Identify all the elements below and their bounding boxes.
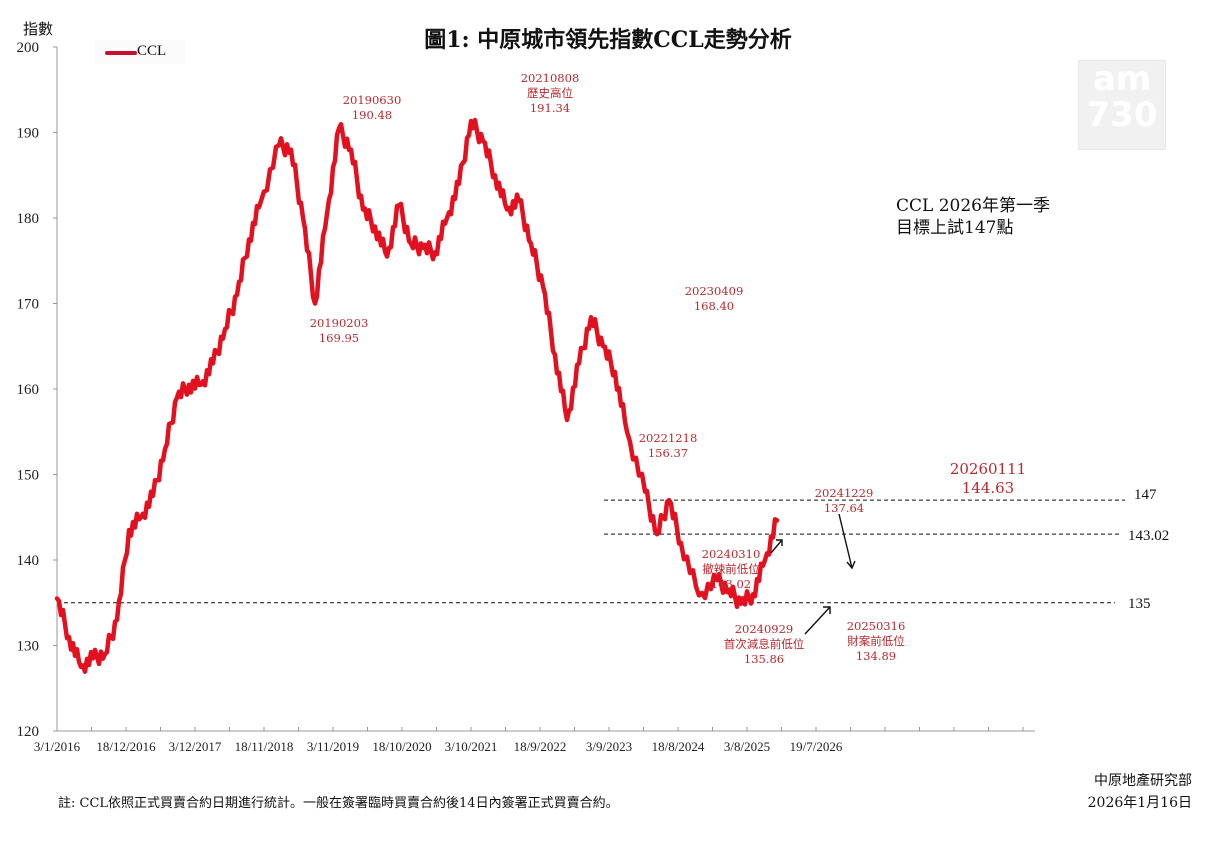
y-axis-title: 指數 [23, 20, 54, 38]
annotation-value: 168.40 [693, 299, 735, 313]
annotation-20230409: 20230409 168.40 [685, 284, 744, 314]
annotation-date: 20210808 [520, 71, 580, 85]
annotation-value: 134.89 [855, 649, 897, 663]
source-date: 2026年1月16日 [1087, 795, 1192, 811]
annotation-20221218: 20221218 156.37 [639, 431, 698, 461]
x-axis: 3/1/2016 18/12/2016 3/12/2017 18/11/2018 3/1… [34, 727, 1035, 754]
legend-swatch-ccl [105, 51, 137, 55]
logo-text-730: 730 [1086, 95, 1158, 135]
annotation-20250316: 20250316 財案前低位 134.89 [847, 619, 906, 664]
annotation-note: 歷史高位 [526, 86, 573, 100]
annotation-20240929: 20240929 首次減息前低位 135.86 [724, 622, 805, 667]
target-note: CCL 2026年第一季 目標上試147點 [896, 195, 1050, 239]
arrowhead-icon [823, 606, 831, 614]
svg-text:3/9/2023: 3/9/2023 [586, 739, 632, 754]
svg-text:200: 200 [17, 40, 40, 56]
svg-text:140: 140 [17, 553, 40, 569]
annotation-value: 191.34 [529, 101, 571, 115]
svg-text:3/12/2017: 3/12/2017 [169, 739, 222, 754]
annotation-20190630: 20190630 190.48 [343, 93, 402, 123]
svg-text:130: 130 [17, 639, 40, 655]
annotation-date: 20240310 [701, 547, 761, 561]
arrow-20240929 [804, 606, 831, 635]
annotation-date: 20240929 [734, 622, 794, 636]
annotation-value: 156.37 [647, 446, 689, 460]
annotation-value: 144.63 [961, 479, 1015, 497]
target-note-line2: 目標上試147點 [896, 218, 1014, 238]
svg-text:18/11/2018: 18/11/2018 [235, 739, 294, 754]
arrow-20241229 [838, 513, 853, 569]
annotation-date: 20250316 [846, 619, 906, 633]
svg-text:170: 170 [17, 297, 40, 313]
legend: CCL [95, 40, 185, 64]
svg-text:120: 120 [17, 724, 40, 740]
y-axis: 120 130 140 150 160 170 180 190 200 [17, 40, 58, 740]
svg-text:3/1/2016: 3/1/2016 [34, 739, 81, 754]
target-note-line1: CCL 2026年第一季 [896, 196, 1050, 216]
annotation-arrows [770, 513, 856, 635]
svg-text:190: 190 [17, 126, 40, 142]
arrowhead-icon [776, 539, 783, 546]
annotation-value: 190.48 [351, 108, 393, 122]
annotation-date: 20190203 [309, 316, 369, 330]
footnote: 註: CCL依照正式買賣合約日期進行統計。一般在簽署臨時買賣合約後14日內簽署正… [58, 796, 619, 811]
reference-lines [57, 499, 1125, 604]
arrowhead-icon [846, 560, 856, 570]
annotation-value: 169.95 [318, 331, 360, 345]
annotation-value: 135.86 [743, 652, 785, 666]
arrow-20240310 [770, 539, 783, 554]
annotation-20260111: 20260111 144.63 [950, 460, 1026, 498]
annotation-note: 首次減息前低位 [723, 637, 805, 651]
svg-text:18/10/2020: 18/10/2020 [372, 739, 431, 754]
annotation-date: 20230409 [684, 284, 744, 298]
svg-text:3/11/2019: 3/11/2019 [307, 739, 359, 754]
annotation-note: 財案前低位 [847, 634, 905, 648]
annotation-note: 撤辣前低位 [702, 562, 760, 576]
annotation-20190203: 20190203 169.95 [310, 316, 369, 346]
annotation-date: 20190630 [342, 93, 402, 107]
svg-text:3/8/2025: 3/8/2025 [724, 739, 770, 754]
am730-logo: am 730 [1078, 60, 1166, 150]
ref-label-135: 135 [1128, 596, 1151, 612]
svg-text:3/10/2021: 3/10/2021 [445, 739, 498, 754]
ccl-series-line [54, 117, 780, 674]
svg-text:18/12/2016: 18/12/2016 [96, 739, 156, 754]
annotation-value: 137.64 [823, 501, 865, 515]
svg-text:180: 180 [17, 211, 40, 227]
annotation-20240310: 20240310 撤辣前低位 143.02 [702, 547, 761, 592]
source-credit: 中原地產研究部 2026年1月16日 [1088, 770, 1192, 814]
legend-label-ccl: CCL [137, 43, 167, 59]
svg-text:18/8/2024: 18/8/2024 [652, 739, 705, 754]
svg-text:150: 150 [17, 468, 40, 484]
annotation-20210808: 20210808 歷史高位 191.34 [521, 71, 580, 116]
svg-text:19/7/2026: 19/7/2026 [790, 739, 843, 754]
ref-label-143-02: 143.02 [1128, 528, 1170, 544]
chart-title: 圖1: 中原城市領先指數CCL走勢分析 [424, 27, 792, 53]
svg-text:18/9/2022: 18/9/2022 [514, 739, 567, 754]
annotation-date: 20221218 [638, 431, 698, 445]
svg-text:160: 160 [17, 382, 40, 398]
annotation-date: 20241229 [814, 486, 874, 500]
annotation-20241229: 20241229 137.64 [815, 486, 874, 516]
ref-label-147: 147 [1134, 487, 1157, 503]
logo-text-am: am [1092, 59, 1152, 99]
annotation-date: 20260111 [949, 460, 1027, 478]
source-name: 中原地產研究部 [1094, 773, 1192, 789]
annotation-value: 143.02 [710, 577, 752, 591]
